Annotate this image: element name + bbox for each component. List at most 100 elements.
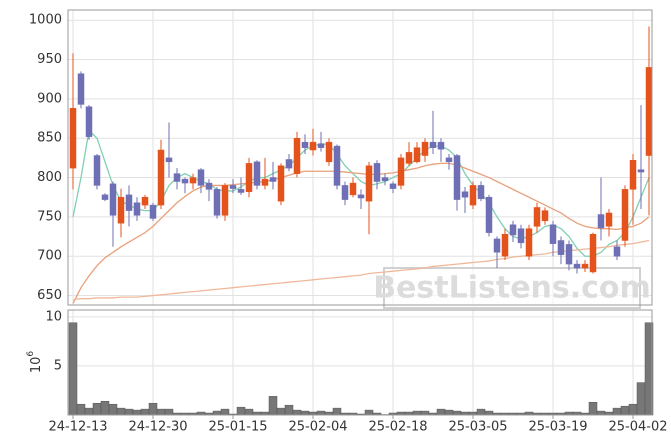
candle-body xyxy=(309,141,317,151)
candle-body xyxy=(429,141,437,148)
y-tick-label: 800 xyxy=(37,170,62,185)
volume-bar xyxy=(68,322,78,416)
candle-body xyxy=(109,183,117,216)
volume-bar xyxy=(364,409,374,416)
volume-bar xyxy=(620,405,630,416)
price-panel xyxy=(68,10,652,305)
x-tick-label: 25-02-04 xyxy=(288,420,347,435)
volume-bar xyxy=(100,401,110,416)
candle-body xyxy=(229,185,237,189)
candle-body xyxy=(541,210,549,222)
y-tick-label: 10 xyxy=(45,309,62,324)
y-tick-label: 1000 xyxy=(29,13,62,28)
candle-body xyxy=(253,161,261,186)
candle-body xyxy=(349,182,357,196)
volume-bar xyxy=(436,408,446,416)
candle-body xyxy=(85,106,93,137)
candle-body xyxy=(405,152,413,164)
watermark: BestListens.com xyxy=(373,271,651,306)
candle-body xyxy=(245,163,253,192)
volume-bar xyxy=(236,406,246,416)
candle-body xyxy=(613,246,621,257)
frame xyxy=(67,309,653,416)
candle-body xyxy=(477,185,485,200)
y-tick-label: 700 xyxy=(37,249,62,264)
volume-bar xyxy=(124,408,134,416)
volume-bar xyxy=(156,408,166,416)
y-tick-label: 750 xyxy=(37,209,62,224)
volume-bar xyxy=(612,407,622,416)
y-tick-label: 5 xyxy=(54,358,62,373)
watermark-box xyxy=(383,267,641,309)
candle-body xyxy=(173,173,181,182)
candle-body xyxy=(549,224,557,244)
volume-bar xyxy=(636,382,646,416)
candle-body xyxy=(573,263,581,269)
volume-bar xyxy=(444,409,454,416)
volume-bar xyxy=(108,403,118,416)
candle-body xyxy=(261,178,269,186)
candle-body xyxy=(485,196,493,233)
moving-average xyxy=(72,162,650,304)
volume-bar xyxy=(588,401,598,416)
volume-panel xyxy=(68,310,652,415)
candle-body xyxy=(501,233,509,257)
volume-bar xyxy=(284,404,294,416)
candle-body xyxy=(509,224,517,236)
volume-bar xyxy=(300,410,310,416)
volume-bar xyxy=(84,407,94,416)
volume-bar xyxy=(452,410,462,416)
candle-body xyxy=(397,157,405,186)
volume-bar xyxy=(484,410,494,416)
candle-body xyxy=(565,244,573,265)
candle-body xyxy=(645,67,653,156)
candle-body xyxy=(381,177,389,181)
candle-body xyxy=(493,238,501,253)
candle-body xyxy=(461,191,469,198)
candle-body xyxy=(293,137,301,174)
volume-bar xyxy=(412,410,422,416)
candle-body xyxy=(285,159,293,169)
x-tick-label: 25-03-19 xyxy=(528,420,587,435)
candle-body xyxy=(341,185,349,200)
volume-bar xyxy=(244,408,254,416)
candle-body xyxy=(149,204,157,219)
candle-body xyxy=(77,73,85,105)
volume-bar xyxy=(148,402,158,416)
volume-bar xyxy=(220,408,230,416)
volume-bar xyxy=(212,410,222,416)
candle-body xyxy=(629,160,637,190)
volume-bar xyxy=(276,407,286,416)
candle-body xyxy=(453,155,461,200)
y-axis-label: 106 xyxy=(26,351,44,374)
volume-bar xyxy=(332,407,342,416)
x-tick-label: 25-01-15 xyxy=(208,420,267,435)
y-axis-label-exponent: 6 xyxy=(26,351,36,357)
candle-body xyxy=(437,141,445,150)
volume-bar xyxy=(316,410,326,416)
y-tick-label: 650 xyxy=(37,288,62,303)
candle-body xyxy=(589,233,597,273)
candle-body xyxy=(205,182,213,190)
candle-body xyxy=(237,189,245,193)
volume-bar xyxy=(132,409,142,416)
candle-body xyxy=(525,228,533,257)
candle-body xyxy=(301,141,309,148)
candle-body xyxy=(637,169,645,173)
candle-body xyxy=(181,178,189,184)
candle-body xyxy=(517,228,525,244)
candle-body xyxy=(117,196,125,224)
y-tick-label: 850 xyxy=(37,131,62,146)
candle-body xyxy=(125,194,133,211)
x-tick-label: 24-12-13 xyxy=(48,420,107,435)
volume-bar xyxy=(628,403,638,416)
candle-body xyxy=(141,196,149,206)
volume-bar xyxy=(476,408,486,416)
candle-body xyxy=(421,141,429,156)
candle-body xyxy=(333,145,341,186)
candle-body xyxy=(133,202,141,216)
candle-body xyxy=(165,157,173,163)
volume-bar xyxy=(420,410,430,416)
candle-body xyxy=(557,240,565,255)
